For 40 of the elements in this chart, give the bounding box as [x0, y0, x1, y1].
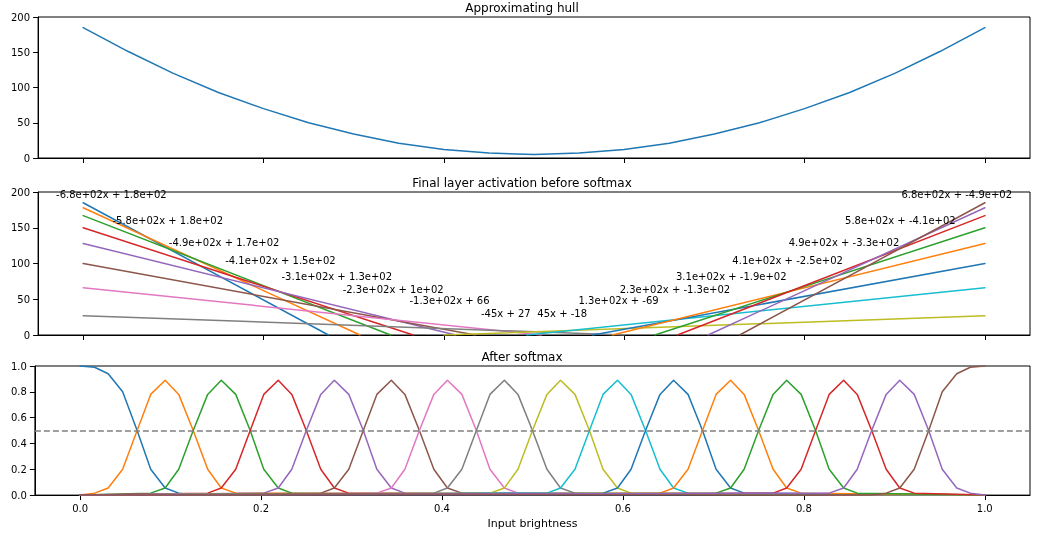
x-tick-label: 0.4	[434, 502, 450, 514]
y-tick-label: 0.8	[11, 386, 27, 398]
annotation: -45x + 27	[481, 307, 531, 319]
y-tick-label: 0	[23, 329, 31, 341]
annotation: -1.3e+02x + 66	[409, 294, 490, 306]
annotation: 2.3e+02x + -1.3e+02	[619, 283, 731, 295]
x-tick-label: 0.6	[614, 502, 631, 514]
x-axis-title: Input brightness	[487, 517, 578, 530]
annotation: 3.1e+02x + -1.9e+02	[676, 270, 787, 282]
chart-title: Approximating hull	[465, 1, 579, 15]
y-tick-label: 50	[17, 117, 31, 129]
annotation: -4.9e+02x + 1.7e+02	[168, 236, 280, 248]
annotation: -4.1e+02x + 1.5e+02	[225, 254, 336, 266]
chart-title: Final layer activation before softmax	[412, 176, 632, 190]
annotation: -2.3e+02x + 1e+02	[342, 283, 444, 295]
y-tick-label: 0.0	[11, 489, 27, 501]
y-tick-label: 150	[10, 46, 31, 58]
y-tick-label: 200	[10, 186, 31, 198]
x-tick-label: 0.2	[253, 502, 270, 514]
y-tick-label: 150	[10, 222, 31, 234]
y-tick-label: 0.2	[11, 463, 27, 475]
y-tick-label: 50	[17, 293, 31, 305]
x-tick-label: 0.0	[72, 502, 89, 514]
annotation: 4.1e+02x + -2.5e+02	[732, 254, 843, 266]
y-tick-label: 0.6	[11, 412, 27, 424]
y-tick-label: 1.0	[11, 360, 27, 372]
y-tick-label: 200	[10, 11, 31, 23]
annotation: 4.9e+02x + -3.3e+02	[788, 236, 900, 248]
x-tick-label: 0.8	[795, 502, 812, 514]
chart-title: After softmax	[481, 350, 563, 364]
y-tick-label: 100	[10, 82, 31, 93]
annotation: -3.1e+02x + 1.3e+02	[281, 270, 393, 282]
y-tick-label: 0	[23, 152, 31, 164]
y-tick-label: 0.4	[11, 437, 27, 449]
annotation: 45x + -18	[537, 307, 588, 319]
x-tick-label: 1.0	[976, 502, 993, 514]
annotation: 1.3e+02x + -69	[578, 294, 659, 306]
y-tick-label: 100	[10, 258, 31, 269]
annotation: -6.8e+02x + 1.8e+02	[56, 188, 167, 200]
annotation: 6.8e+02x + -4.9e+02	[901, 188, 1013, 200]
